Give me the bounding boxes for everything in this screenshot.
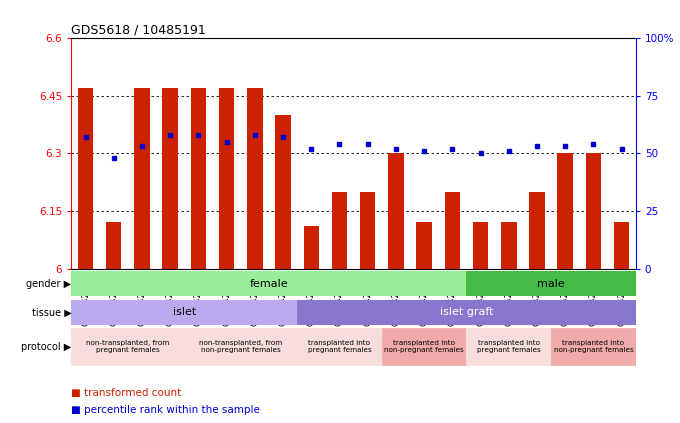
Text: ■ percentile rank within the sample: ■ percentile rank within the sample [71,405,260,415]
Text: transplanted into
pregnant females: transplanted into pregnant females [477,340,541,353]
Text: protocol ▶: protocol ▶ [21,342,71,352]
Text: islet graft: islet graft [440,308,493,317]
Bar [501,222,517,269]
Bar [473,222,488,269]
Bar [551,328,636,365]
Text: non-transplanted, from
pregnant females: non-transplanted, from pregnant females [86,340,169,353]
Bar [163,88,178,269]
Text: male: male [537,279,565,288]
Bar [134,88,150,269]
Bar [78,88,93,269]
Bar [71,300,297,325]
Bar [332,192,347,269]
Bar [247,88,262,269]
Bar [614,222,630,269]
Bar [529,192,545,269]
Bar [184,328,297,365]
Bar [303,226,319,269]
Bar [388,154,404,269]
Text: islet: islet [173,308,196,317]
Bar [445,192,460,269]
Text: GDS5618 / 10485191: GDS5618 / 10485191 [71,24,206,37]
Text: ■ transformed count: ■ transformed count [71,388,182,398]
Bar [360,192,375,269]
Bar [190,88,206,269]
Text: tissue ▶: tissue ▶ [32,308,71,317]
Bar [466,328,551,365]
Bar [275,115,291,269]
Bar [466,271,636,296]
Bar [585,154,601,269]
Bar [71,328,184,365]
Bar [297,328,382,365]
Text: female: female [250,279,288,288]
Bar [297,300,636,325]
Bar [558,154,573,269]
Text: transplanted into
non-pregnant females: transplanted into non-pregnant females [384,340,464,353]
Bar [71,271,466,296]
Bar [416,222,432,269]
Bar [382,328,466,365]
Text: transplanted into
non-pregnant females: transplanted into non-pregnant females [554,340,633,353]
Text: transplanted into
pregnant females: transplanted into pregnant females [307,340,371,353]
Bar [106,222,122,269]
Text: gender ▶: gender ▶ [27,279,71,288]
Bar [219,88,235,269]
Text: non-transplanted, from
non-pregnant females: non-transplanted, from non-pregnant fema… [199,340,282,353]
